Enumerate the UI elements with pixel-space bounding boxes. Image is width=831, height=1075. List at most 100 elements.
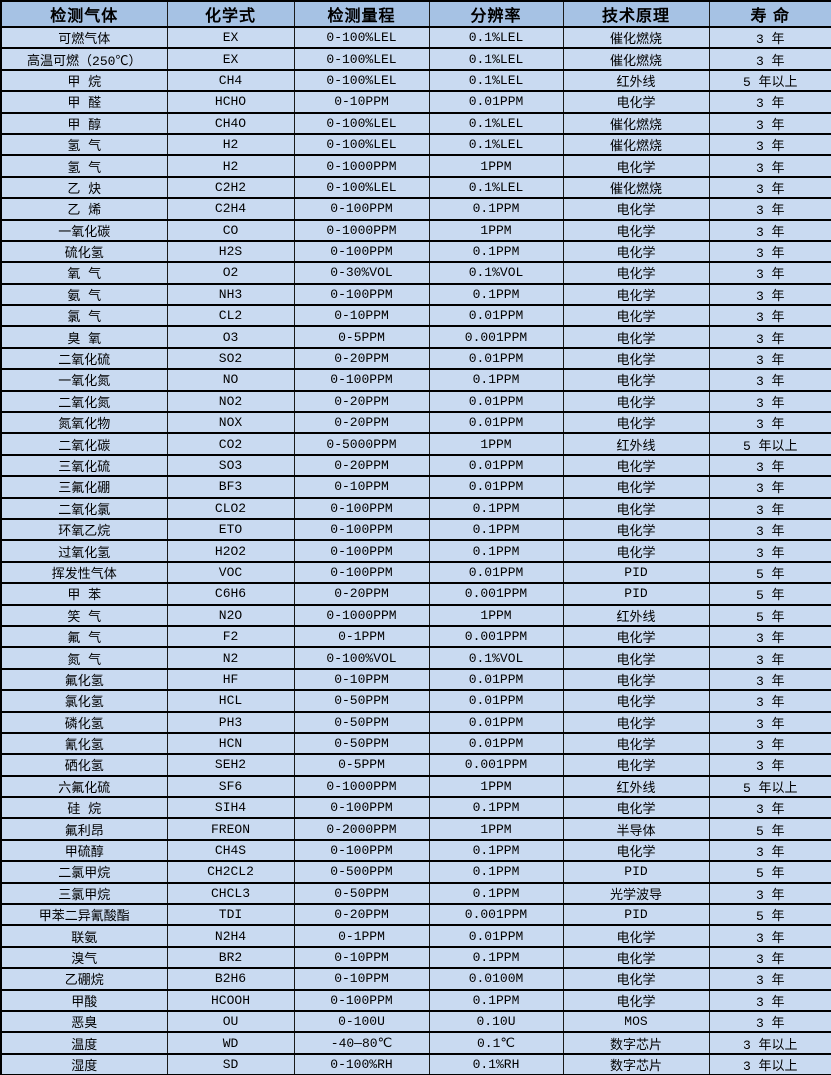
table-cell: 5 年	[708, 817, 831, 841]
table-cell: H2O2	[166, 539, 295, 563]
table-cell: 3 年	[708, 624, 831, 649]
table-row: 甲 烷 CH4 0-100%LEL 0.1%LEL 红外线 5 年以上	[0, 68, 831, 93]
table-cell: 3 年	[708, 325, 831, 349]
table-cell: CH4	[166, 68, 295, 93]
table-row: 臭 氧 O3 0-5PPM 0.001PPM 电化学 3 年	[0, 325, 831, 349]
table-cell: HCHO	[166, 90, 295, 114]
table-row: 恶臭 OU 0-100U 0.10U MOS 3 年	[0, 1009, 831, 1034]
table-cell: 3 年	[708, 667, 831, 692]
table-cell: 六氟化硫	[0, 774, 168, 799]
table-row: 二氧化氯 CLO2 0-100PPM 0.1PPM 电化学 3 年	[0, 496, 831, 521]
table-cell: 红外线	[562, 432, 710, 456]
table-row: 氟利昂 FREON 0-2000PPM 1PPM 半导体 5 年	[0, 817, 831, 841]
table-cell: 0.01PPM	[428, 90, 564, 114]
table-cell: 3 年	[708, 304, 831, 328]
table-cell: 0-50PPM	[293, 731, 430, 756]
table-cell: 0-5PPM	[293, 325, 430, 349]
table-row: 磷化氢 PH3 0-50PPM 0.01PPM 电化学 3 年	[0, 710, 831, 734]
table-cell: 0.01PPM	[428, 731, 564, 756]
table-cell: 0.1%LEL	[428, 111, 564, 135]
table-row: 挥发性气体 VOC 0-100PPM 0.01PPM PID 5 年	[0, 560, 831, 585]
table-cell: 氟利昂	[0, 817, 168, 841]
table-cell: 红外线	[562, 68, 710, 93]
table-cell: 电化学	[562, 90, 710, 114]
table-cell: 0-100PPM	[293, 239, 430, 264]
table-cell: 0-10PPM	[293, 475, 430, 499]
table-row: 溴气 BR2 0-10PPM 0.1PPM 电化学 3 年	[0, 945, 831, 970]
table-cell: 氯化氢	[0, 689, 168, 713]
table-cell: 0.1PPM	[428, 881, 564, 906]
table-row: 甲酸 HCOOH 0-100PPM 0.1PPM 电化学 3 年	[0, 988, 831, 1012]
table-cell: 硅 烷	[0, 796, 168, 820]
table-cell: 挥发性气体	[0, 560, 168, 585]
table-cell: FREON	[166, 817, 295, 841]
table-cell: 0-100PPM	[293, 539, 430, 563]
table-cell: 0-100PPM	[293, 282, 430, 307]
table-cell: 二氯甲烷	[0, 860, 168, 884]
table-cell: 0.01PPM	[428, 411, 564, 435]
table-row: 甲 苯 C6H6 0-20PPM 0.001PPM PID 5 年	[0, 582, 831, 606]
table-cell: 3 年	[708, 346, 831, 371]
table-cell: 3 年	[708, 838, 831, 863]
column-header: 分辨率	[428, 0, 564, 28]
table-cell: 恶臭	[0, 1009, 168, 1034]
table-cell: 0.0100M	[428, 967, 564, 991]
table-cell: 3 年	[708, 47, 831, 71]
table-cell: 光学波导	[562, 881, 710, 906]
table-cell: 催化燃烧	[562, 111, 710, 135]
table-row: 乙硼烷 B2H6 0-10PPM 0.0100M 电化学 3 年	[0, 967, 831, 991]
table-cell: 0-100%LEL	[293, 175, 430, 200]
table-cell: 0.1PPM	[428, 197, 564, 221]
table-row: 三氯甲烷 CHCL3 0-50PPM 0.1PPM 光学波导 3 年	[0, 881, 831, 906]
table-cell: 二氧化氯	[0, 496, 168, 521]
table-cell: 催化燃烧	[562, 175, 710, 200]
table-cell: 0-100%LEL	[293, 132, 430, 157]
table-cell: 三氯甲烷	[0, 881, 168, 906]
table-row: 甲 醇 CH4O 0-100%LEL 0.1%LEL 催化燃烧 3 年	[0, 111, 831, 135]
table-cell: 氢 气	[0, 154, 168, 178]
table-row: 硒化氢 SEH2 0-5PPM 0.001PPM 电化学 3 年	[0, 753, 831, 777]
table-cell: 0-100U	[293, 1009, 430, 1034]
table-cell: 3 年	[708, 411, 831, 435]
table-cell: 0-100PPM	[293, 368, 430, 392]
table-cell: SF6	[166, 774, 295, 799]
table-cell: 0-100%VOL	[293, 646, 430, 670]
table-cell: 电化学	[562, 753, 710, 777]
table-cell: 3 年	[708, 154, 831, 178]
table-cell: 0.1%RH	[428, 1052, 564, 1075]
table-cell: 电化学	[562, 838, 710, 863]
table-cell: 电化学	[562, 389, 710, 414]
table-cell: 数字芯片	[562, 1052, 710, 1075]
table-cell: ETO	[166, 517, 295, 542]
table-cell: 5 年以上	[708, 68, 831, 93]
table-cell: CLO2	[166, 496, 295, 521]
table-cell: 3 年	[708, 731, 831, 756]
table-cell: 臭 氧	[0, 325, 168, 349]
table-cell: 0.001PPM	[428, 753, 564, 777]
table-cell: 3 年	[708, 90, 831, 114]
table-cell: 0.1%LEL	[428, 47, 564, 71]
table-cell: N2O	[166, 603, 295, 627]
table-cell: 0-100%RH	[293, 1052, 430, 1075]
table-row: 氨 气 NH3 0-100PPM 0.1PPM 电化学 3 年	[0, 282, 831, 307]
table-cell: C2H4	[166, 197, 295, 221]
table-cell: 0.01PPM	[428, 453, 564, 478]
table-cell: 0.1PPM	[428, 496, 564, 521]
table-row: 甲 醛 HCHO 0-10PPM 0.01PPM 电化学 3 年	[0, 90, 831, 114]
table-cell: H2	[166, 154, 295, 178]
table-cell: C6H6	[166, 582, 295, 606]
table-cell: 电化学	[562, 154, 710, 178]
table-row: 六氟化硫 SF6 0-1000PPM 1PPM 红外线 5 年以上	[0, 774, 831, 799]
table-cell: 电化学	[562, 325, 710, 349]
table-cell: 0-1000PPM	[293, 774, 430, 799]
table-cell: 0-50PPM	[293, 881, 430, 906]
table-row: 笑 气 N2O 0-1000PPM 1PPM 红外线 5 年	[0, 603, 831, 627]
table-cell: 0-20PPM	[293, 389, 430, 414]
table-cell: 5 年	[708, 860, 831, 884]
table-cell: 电化学	[562, 239, 710, 264]
table-cell: 电化学	[562, 282, 710, 307]
table-cell: 3 年	[708, 710, 831, 734]
table-cell: 一氧化氮	[0, 368, 168, 392]
table-cell: 0.1PPM	[428, 282, 564, 307]
header-row: 检测气体 化学式 检测量程 分辨率 技术原理寿 命	[0, 0, 831, 28]
